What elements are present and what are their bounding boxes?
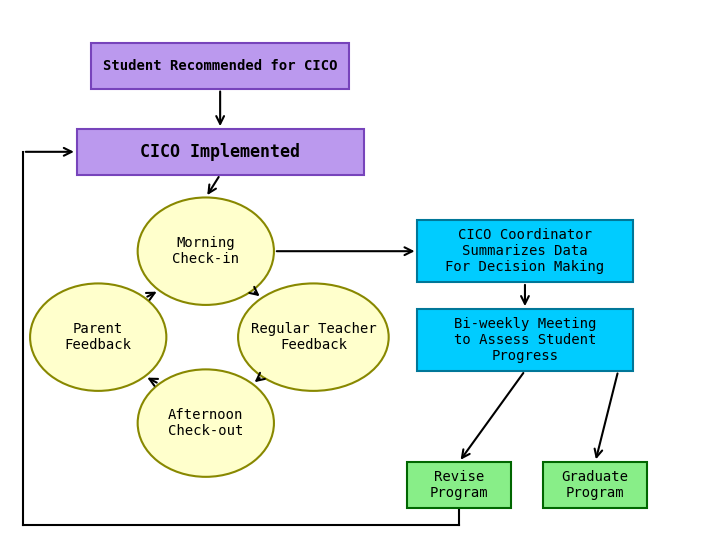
Text: Parent
Feedback: Parent Feedback bbox=[65, 322, 132, 352]
FancyBboxPatch shape bbox=[91, 43, 349, 89]
Text: CICO Implemented: CICO Implemented bbox=[140, 143, 300, 161]
Ellipse shape bbox=[238, 284, 389, 391]
Text: Regular Teacher
Feedback: Regular Teacher Feedback bbox=[251, 322, 376, 352]
FancyBboxPatch shape bbox=[407, 462, 511, 508]
Ellipse shape bbox=[30, 284, 166, 391]
Text: Afternoon
Check-out: Afternoon Check-out bbox=[168, 408, 243, 438]
FancyBboxPatch shape bbox=[544, 462, 647, 508]
Ellipse shape bbox=[138, 198, 274, 305]
Text: Morning
Check-in: Morning Check-in bbox=[172, 236, 239, 266]
Text: CICO Coordinator
Summarizes Data
For Decision Making: CICO Coordinator Summarizes Data For Dec… bbox=[446, 228, 605, 274]
Text: Bi-weekly Meeting
to Assess Student
Progress: Bi-weekly Meeting to Assess Student Prog… bbox=[454, 316, 596, 363]
Ellipse shape bbox=[138, 369, 274, 477]
FancyBboxPatch shape bbox=[418, 220, 633, 282]
Text: Student Recommended for CICO: Student Recommended for CICO bbox=[103, 59, 338, 73]
Text: Graduate
Program: Graduate Program bbox=[562, 470, 629, 500]
FancyBboxPatch shape bbox=[418, 309, 633, 371]
Text: Revise
Program: Revise Program bbox=[430, 470, 488, 500]
FancyBboxPatch shape bbox=[77, 129, 364, 174]
